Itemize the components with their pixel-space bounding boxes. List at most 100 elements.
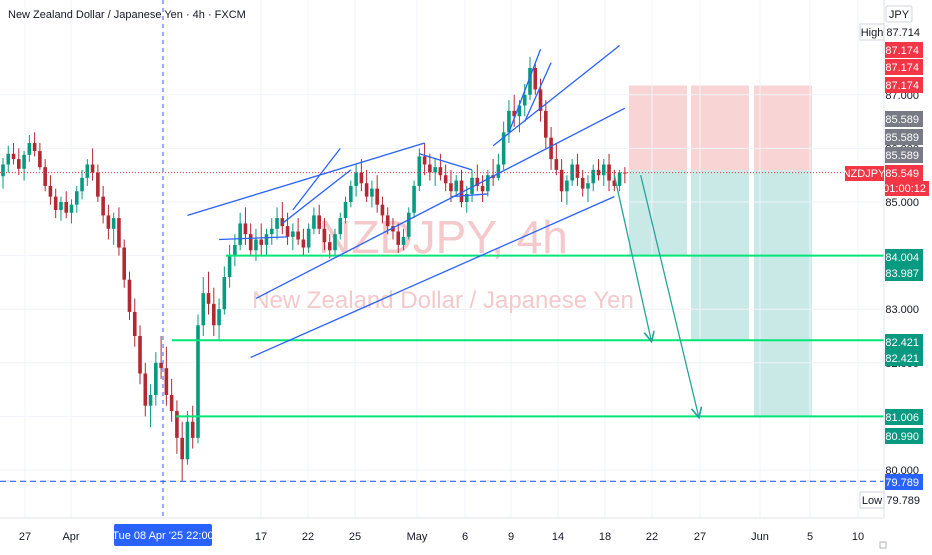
time-tick-label: 14 [552,531,564,543]
time-tick-label: May [407,531,428,543]
trend-line [219,236,288,241]
watermark-symbol: NZDJPY, 4h [318,211,568,263]
trend-line [450,193,488,198]
candle-body [612,180,617,186]
price-tag-box [885,428,923,444]
time-tick-label: 10 [852,531,864,543]
candle-body [385,215,390,227]
candle-body [264,234,269,245]
candle-body [417,156,422,186]
price-tag-value: 79.789 [885,477,919,489]
candle-body [212,303,216,326]
candle-body [317,215,321,229]
candle-body [544,110,548,138]
trend-line [250,196,615,359]
candle-body [1,164,5,177]
candle-body [591,169,596,184]
candle-body [312,215,316,229]
projection-arrow [613,175,651,340]
candle-body [185,421,190,460]
candle-body [396,231,401,245]
candle-body [296,231,300,240]
candle-body [480,185,485,192]
candle-body [38,151,42,168]
symbol-badge: NZDJPY [843,168,886,180]
candle-body [301,239,306,248]
price-tag-box [885,42,923,58]
candle-body [496,164,501,178]
candle-body [53,196,58,211]
price-tag-value: 85.589 [885,132,919,144]
candle-body [43,167,47,186]
candle-body [565,180,569,192]
candle-body [586,183,590,189]
arrows-layer [613,175,698,416]
candle-body [159,362,163,369]
candle-body [327,242,332,251]
candle-body [559,169,564,192]
candle-body [64,202,69,213]
candle-body [601,164,606,176]
candle-body [164,368,169,395]
currency-label: JPY [889,9,910,21]
time-axis[interactable]: 27 Apr 17 22 25 May 6 9 14 18 22 27 Jun 5 10 Tue 08 Ap… [0,517,932,550]
candle-body [196,325,200,438]
candle-body [475,177,480,186]
candle-body [59,202,63,211]
candle-body [127,279,132,312]
trend-line [492,44,620,147]
stop-zone [629,85,687,171]
high-price-value: 87.714 [886,27,920,39]
time-tick-label: 27 [694,531,706,543]
price-tag-box [885,129,923,145]
trend-line [419,153,473,171]
candle-body [22,154,26,169]
high-tag-box [859,23,885,41]
candle-body [74,191,79,205]
candle-body [380,204,385,216]
currency-box[interactable] [885,5,913,23]
candle-body [269,228,274,235]
scroll-handle[interactable] [879,541,887,549]
candle-body [443,175,448,184]
price-tag-value: 87.174 [885,80,919,92]
candle-body [275,218,279,229]
candle-body [522,94,527,106]
candle-body [349,185,353,202]
crosshair-date-label: Tue 08 Apr '25 22:00 [112,530,213,542]
candle-body [322,228,327,243]
candles-layer [1,56,627,481]
trend-line [508,49,542,133]
price-tag-box [885,350,923,366]
candle-body [111,218,116,229]
candle-body [85,164,90,178]
high-tag-label: High [861,27,884,39]
candle-body [306,228,311,248]
time-tick-label: 27 [19,531,31,543]
time-tick-label: Apr [62,531,79,543]
candle-body [132,311,137,336]
target-zone [629,170,687,256]
price-tag-value: 87.174 [885,45,919,57]
price-tag-value: 85.589 [885,150,919,162]
candle-body [464,193,469,202]
low-tag-label: Low [862,495,882,507]
candle-body [90,164,95,173]
candle-body [143,373,148,406]
time-tick-label: 22 [646,531,658,543]
watermark-layer: NZDJPY, 4h New Zealand Dollar / Japanese… [252,211,634,314]
time-tick-label: 6 [462,531,468,543]
corner-cell [884,518,932,550]
time-tick-label: 9 [508,531,514,543]
candle-body [238,223,242,245]
price-tags: High 87.714 87.174 87.174 87.174 85.589 85.589… [859,23,929,509]
price-tag-box [885,409,923,425]
stop-zone [754,85,812,171]
candle-body [575,164,580,178]
low-tag-box [859,491,885,509]
price-tick-label: 83.000 [885,304,919,316]
time-tick-label: Jun [751,531,769,543]
price-axis[interactable]: JPY 80.00081.00082.00083.00084.00085.000… [859,0,932,518]
